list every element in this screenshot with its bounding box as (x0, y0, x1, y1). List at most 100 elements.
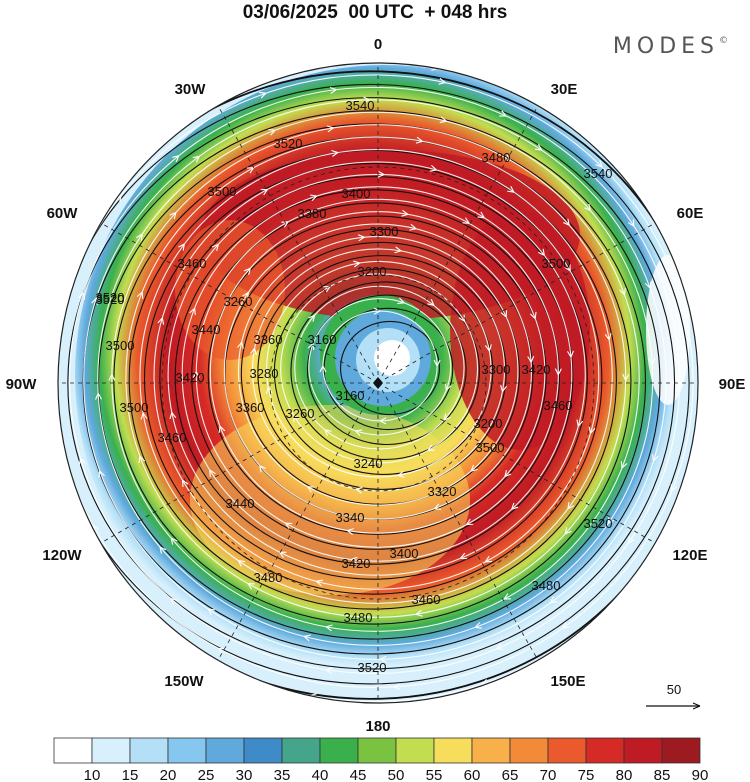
colorbar-swatch (585, 737, 625, 764)
streamline-arrow (681, 312, 689, 320)
streamline-arrow (595, 160, 603, 168)
streamline-arrow (309, 194, 318, 202)
streamline (308, 298, 452, 436)
colorbar-swatch (661, 737, 701, 764)
streamline-arrow (393, 683, 401, 691)
contour-label: 3480 (482, 150, 511, 165)
contour-label: 3420 (342, 556, 371, 571)
streamline-arrow (331, 149, 339, 157)
streamline-arrow (651, 454, 659, 462)
streamline (83, 99, 667, 660)
contour-label: 3260 (286, 406, 315, 421)
streamline-arrow (496, 643, 504, 650)
height-contour (191, 202, 561, 550)
streamline (181, 186, 573, 562)
streamline-arrow (562, 218, 570, 226)
brand-mark: © (719, 36, 728, 46)
streamline-arrow (499, 110, 507, 117)
height-contour (58, 83, 690, 685)
contour-label: 3500 (208, 184, 237, 199)
meridian-line (100, 382, 379, 544)
streamline-arrow (434, 503, 442, 510)
streamline (167, 173, 586, 576)
streamline-arrow (534, 144, 543, 151)
streamline-arrow (460, 552, 468, 560)
streamline-arrow (207, 608, 215, 616)
colorbar-swatch (205, 737, 245, 764)
contour-label: 3520 (96, 290, 125, 305)
streamline-arrow (604, 333, 612, 341)
contour-label: 3160 (308, 332, 337, 347)
streamline-arrow (470, 464, 478, 472)
contour-label: 3420 (522, 362, 551, 377)
contour-label: 3260 (224, 294, 253, 309)
streamline-arrow (607, 516, 615, 524)
streamline-arrow (466, 518, 474, 526)
contour-label: 3460 (178, 256, 207, 271)
streamline-arrow (325, 624, 333, 632)
streamline-arrow (246, 167, 255, 174)
height-contour (143, 162, 603, 595)
streamline-arrow (329, 86, 337, 94)
streamline-arrow (140, 412, 148, 420)
colorbar-swatch (509, 737, 549, 764)
streamline-arrow (268, 129, 276, 136)
colorbar-tick-label: 45 (350, 767, 367, 782)
lon-label-150w: 150W (164, 673, 204, 690)
colorbar-swatch (53, 737, 93, 764)
streamline (266, 260, 492, 478)
streamline-arrow (644, 281, 652, 289)
streamline (97, 111, 654, 646)
contour-label: 3440 (192, 322, 221, 337)
height-contour (97, 123, 647, 640)
colorbar-tick-label: 35 (274, 767, 291, 782)
contour-label: 3520 (274, 136, 303, 151)
brand-logo: MODES© (613, 34, 728, 59)
streamline-arrow (620, 461, 628, 469)
streamline-arrow (439, 116, 447, 124)
wind-streamlines (58, 63, 698, 703)
height-contour (290, 281, 480, 461)
streamline-arrow (325, 667, 333, 675)
contour-label: 3320 (428, 484, 457, 499)
contour-label: 3280 (250, 366, 279, 381)
contour-label: 3300 (482, 362, 511, 377)
streamline-arrow (627, 536, 635, 544)
streamline-arrow (373, 307, 381, 315)
colorbar-swatch (395, 737, 435, 764)
streamline-arrow (401, 209, 409, 217)
streamline-arrow (503, 154, 511, 161)
height-contour (240, 241, 520, 505)
streamline-arrow (443, 413, 451, 421)
streamline-arrow (394, 246, 402, 254)
streamline-arrow (377, 170, 385, 178)
streamline-arrow (550, 596, 558, 604)
map-title: 03/06/2025 00 UTC + 048 hrs (242, 2, 508, 23)
lon-label-30e: 30E (551, 81, 578, 98)
streamline-arrow (136, 291, 144, 299)
streamline-arrow (350, 556, 358, 564)
latitude-circle (161, 166, 595, 600)
streamline-arrow (247, 582, 255, 590)
streamline-arrow (627, 219, 635, 227)
streamline-arrow (237, 341, 244, 349)
contour-label: 3440 (226, 496, 255, 511)
contour-label: 3460 (158, 430, 187, 445)
streamline-arrow (397, 297, 405, 305)
streamline-arrow (683, 271, 690, 279)
streamline-arrow (357, 234, 365, 242)
meridian-line (377, 382, 656, 544)
streamline-arrow (189, 307, 196, 316)
streamline-arrow (503, 593, 511, 600)
streamline-arrow (108, 374, 116, 381)
streamline-arrow (415, 136, 423, 144)
contour-label: 3480 (344, 610, 373, 625)
colorbar-swatch (281, 737, 321, 764)
streamline-arrow (355, 486, 363, 494)
streamline-arrow (429, 164, 437, 172)
streamline-arrow (326, 125, 334, 133)
colorbar-swatch (319, 737, 359, 764)
lon-label-90e: 90E (719, 376, 746, 393)
streamline-arrow (500, 310, 508, 318)
contour-label: 3400 (390, 546, 419, 561)
